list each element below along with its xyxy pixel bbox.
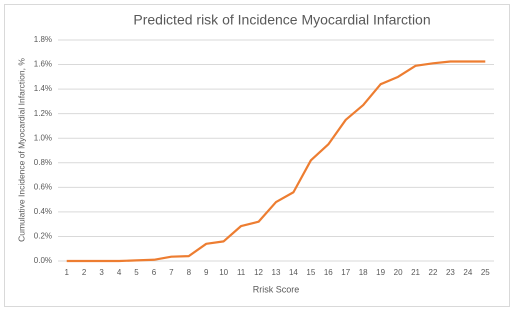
x-tick-label: 12	[254, 268, 263, 277]
x-tick-label: 7	[169, 268, 174, 277]
y-tick-label: 1.8%	[34, 35, 52, 44]
y-tick-label: 0.6%	[34, 182, 52, 191]
x-tick-label: 19	[376, 268, 385, 277]
y-tick-label: 1.4%	[34, 84, 52, 93]
chart-title: Predicted risk of Incidence Myocardial I…	[133, 12, 430, 28]
x-tick-label: 23	[446, 268, 455, 277]
x-axis-title: Rrisk Score	[253, 284, 300, 294]
x-tick-label: 11	[237, 268, 246, 277]
y-tick-label: 1.0%	[34, 133, 52, 142]
x-tick-label: 9	[204, 268, 209, 277]
y-tick-label: 0.8%	[34, 158, 52, 167]
x-tick-label: 1	[64, 268, 69, 277]
data-line	[66, 60, 486, 263]
x-tick-label: 20	[394, 268, 403, 277]
y-axis-title: Cumulative Incidence of Myocardial Infar…	[16, 58, 26, 242]
x-tick-label: 18	[359, 268, 368, 277]
x-tick-label: 15	[306, 268, 315, 277]
x-tick-label: 14	[289, 268, 298, 277]
x-tick-label: 25	[481, 268, 490, 277]
x-tick-label: 3	[99, 268, 104, 277]
x-tick-label: 10	[219, 268, 228, 277]
x-tick-label: 4	[117, 268, 122, 277]
x-tick-label: 22	[429, 268, 438, 277]
x-tick-label: 21	[411, 268, 420, 277]
x-tick-label: 17	[341, 268, 350, 277]
x-tick-label: 2	[82, 268, 87, 277]
x-tick-label: 6	[152, 268, 157, 277]
y-tick-label: 0.0%	[34, 256, 52, 265]
x-tick-label: 13	[272, 268, 281, 277]
x-tick-label: 16	[324, 268, 333, 277]
x-tick-label: 8	[187, 268, 192, 277]
y-tick-label: 0.2%	[34, 232, 52, 241]
y-tick-label: 1.2%	[34, 109, 52, 118]
y-tick-label: 1.6%	[34, 60, 52, 69]
x-tick-label: 24	[463, 268, 472, 277]
x-tick-label: 5	[134, 268, 139, 277]
chart-frame	[4, 4, 510, 307]
y-tick-label: 0.4%	[34, 207, 52, 216]
